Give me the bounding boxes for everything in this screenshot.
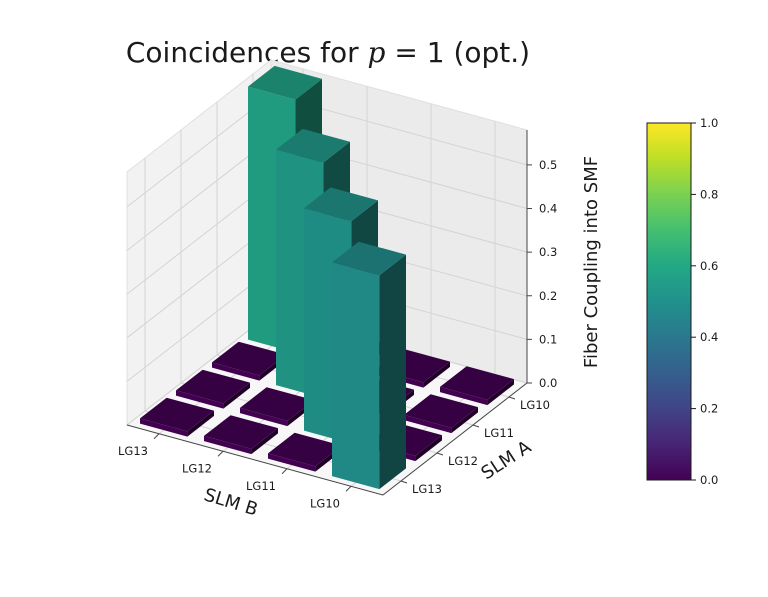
colorbar-gradient [646,122,692,481]
bar-front-face [268,453,316,472]
title-prefix: Coincidences for [125,36,359,69]
bar-side-face [187,410,214,437]
y-tick [508,396,516,400]
z-tick-label: 0.3 [539,245,557,259]
z-axis-label: Fiber Coupling into SMF [581,156,602,368]
bar-side-face [451,407,478,434]
colorbar-tick-label: 0.8 [700,187,718,201]
bar [332,241,406,490]
x-tick [153,433,160,440]
bar-side-face [423,361,450,388]
axes-edges [126,130,528,496]
bar-top-face [212,341,286,376]
bar-side-face [415,435,442,462]
x-tick-label: LG10 [310,496,340,510]
bar-front-face [204,435,252,455]
x-tick-label: LG11 [246,479,276,493]
x-tick [217,450,224,457]
z-tick-label: 0.5 [539,158,557,172]
y-tick [436,452,444,456]
bar-side-face [251,428,278,455]
bar-top-face [404,394,478,428]
bar [404,394,478,434]
title-suffix: (opt.) [453,36,531,69]
x-axis-line [126,424,384,496]
colorbar-tick-label: 0.0 [700,473,718,487]
colorbar: 0.0 0.2 0.4 0.6 0.8 1.0 [646,116,718,487]
bar-front-face [140,418,188,437]
bar-top-face [240,387,314,421]
title-relation: = 1 [394,36,445,69]
bar-top-face [248,65,322,100]
bar-top-face [268,432,342,467]
x-tick [345,485,352,492]
bar [204,415,278,455]
tick-labels: LG10 LG11 LG12 LG13 LG10 LG11 LG12 LG13 0.0 0.1 0.… [118,158,557,510]
y-axis-label: SLM A [477,436,535,484]
bar-front-face [176,390,224,409]
bar-front-face [404,414,452,434]
x-tick [281,468,288,475]
bar-side-face [223,382,250,409]
x-tick-label: LG13 [118,444,148,458]
bar [440,366,514,406]
z-tick-label: 0.0 [539,376,557,390]
bar-top-face [440,366,514,400]
colorbar-tick-label: 0.4 [700,330,718,344]
bar-side-face [487,379,514,406]
y-tick-label: LG13 [412,482,442,496]
bar-front-face [212,362,260,381]
chart-title: Coincidences for p = 1 (opt.) [0,36,656,69]
bar-top-face [276,128,350,163]
colorbar-ticks: 0.0 0.2 0.4 0.6 0.8 1.0 [691,116,718,487]
bar-front-face [440,386,488,406]
bars [140,65,514,490]
bar [140,397,214,437]
bar-top-face [176,369,250,404]
x-tick-label: LG12 [182,461,212,475]
z-tick-label: 0.4 [539,202,557,216]
bar-front-face [332,262,380,490]
bar-top-face [140,397,214,432]
colorbar-tick-label: 0.6 [700,259,718,273]
y-tick-label: LG12 [448,454,478,468]
bar-front-face [240,407,288,427]
title-variable: p [367,36,386,69]
y-tick [472,424,480,428]
y-tick-label: LG10 [520,398,550,412]
y-tick-label: LG11 [484,426,514,440]
y-axis-line [382,382,528,496]
bar [176,369,250,409]
colorbar-tick-label: 0.2 [700,402,718,416]
z-tick-label: 0.1 [539,332,557,346]
y-tick [400,480,408,484]
bar-top-face [332,241,406,276]
bar-top-face [204,415,278,449]
bar-side-face [379,254,406,490]
colorbar-tick-label: 1.0 [700,116,718,130]
z-tick-label: 0.2 [539,289,557,303]
bar-top-face [304,187,378,222]
